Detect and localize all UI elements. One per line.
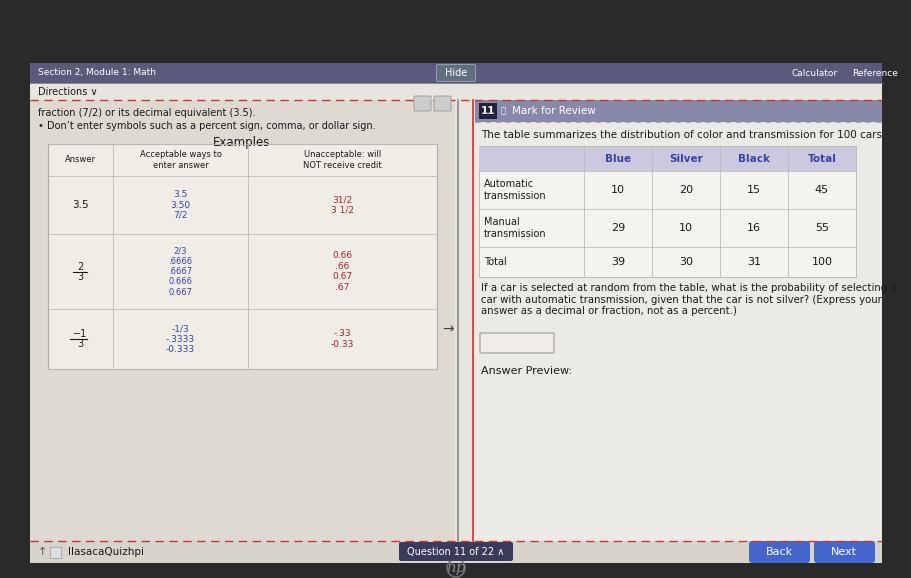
Text: 10: 10	[610, 185, 624, 195]
Text: 30: 30	[679, 257, 692, 267]
FancyBboxPatch shape	[436, 65, 475, 81]
Text: Question 11 of 22 ∧: Question 11 of 22 ∧	[407, 547, 504, 557]
Text: 🔖: 🔖	[500, 106, 506, 116]
Bar	[50, 547, 61, 558]
Text: 3.5: 3.5	[72, 200, 88, 210]
Text: Manual
transmission: Manual transmission	[484, 217, 546, 239]
Bar	[475, 100, 881, 122]
Text: Mark for Review: Mark for Review	[511, 106, 595, 116]
Text: 2: 2	[77, 261, 84, 272]
Text: −1: −1	[73, 329, 87, 339]
Text: IlasacaQuizhpi: IlasacaQuizhpi	[68, 547, 144, 557]
Text: 3: 3	[77, 339, 84, 349]
Bar	[30, 63, 881, 83]
Text: Total: Total	[806, 154, 835, 164]
Text: Acceptable ways to
enter answer: Acceptable ways to enter answer	[139, 150, 221, 170]
FancyBboxPatch shape	[414, 96, 431, 111]
Text: -.33
-0.33: -.33 -0.33	[331, 329, 353, 349]
Text: Answer Preview:: Answer Preview:	[480, 366, 571, 376]
FancyBboxPatch shape	[398, 542, 512, 561]
Text: Unacceptable: will
NOT receive credit: Unacceptable: will NOT receive credit	[302, 150, 382, 170]
Text: →: →	[442, 322, 453, 336]
Text: Answer: Answer	[65, 155, 96, 165]
Text: Next: Next	[830, 547, 856, 557]
Text: fraction (7/2) or its decimal equivalent (3.5).: fraction (7/2) or its decimal equivalent…	[38, 108, 255, 118]
Text: The table summarizes the distribution of color and transmission for 100 cars.: The table summarizes the distribution of…	[480, 130, 885, 140]
FancyBboxPatch shape	[479, 333, 553, 353]
Bar	[30, 100, 455, 541]
Text: 20: 20	[678, 185, 692, 195]
Text: 3.5
3.50
7/2: 3.5 3.50 7/2	[170, 190, 190, 220]
Bar	[30, 83, 881, 100]
Text: -1/3
-.3333
-0.333: -1/3 -.3333 -0.333	[166, 324, 195, 354]
Text: 3: 3	[77, 272, 84, 281]
Text: Automatic
transmission: Automatic transmission	[484, 179, 546, 201]
Text: ↑: ↑	[37, 547, 46, 557]
Bar	[478, 146, 855, 277]
Text: Reference: Reference	[851, 69, 897, 77]
Text: 11: 11	[480, 106, 495, 116]
Text: Black: Black	[737, 154, 769, 164]
Text: 31/2
3 1/2: 31/2 3 1/2	[331, 195, 353, 214]
Text: Blue: Blue	[604, 154, 630, 164]
Text: • Don’t enter symbols such as a percent sign, comma, or dollar sign.: • Don’t enter symbols such as a percent …	[38, 121, 375, 131]
Text: If a car is selected at random from the table, what is the probability of select: If a car is selected at random from the …	[480, 283, 896, 316]
Text: Silver: Silver	[669, 154, 702, 164]
Text: 2/3
.6666
.6667
0.666
0.667: 2/3 .6666 .6667 0.666 0.667	[169, 246, 192, 297]
Text: Hide: Hide	[445, 68, 466, 78]
Bar	[478, 146, 855, 171]
Text: 39: 39	[610, 257, 624, 267]
Bar	[30, 541, 881, 563]
Text: 10: 10	[679, 223, 692, 233]
Text: Directions ∨: Directions ∨	[38, 87, 97, 97]
Text: 15: 15	[746, 185, 760, 195]
Text: 16: 16	[746, 223, 760, 233]
Text: Calculator: Calculator	[791, 69, 837, 77]
FancyBboxPatch shape	[748, 541, 809, 563]
Text: Total: Total	[484, 257, 507, 267]
Text: 0.66
.66
0.67
.67: 0.66 .66 0.67 .67	[333, 251, 353, 291]
Text: 55: 55	[814, 223, 828, 233]
Text: 29: 29	[610, 223, 624, 233]
Text: Back: Back	[764, 547, 792, 557]
Text: 100: 100	[811, 257, 832, 267]
Text: 31: 31	[746, 257, 760, 267]
Text: Examples: Examples	[213, 136, 271, 149]
Bar	[475, 100, 881, 541]
Bar	[478, 103, 496, 119]
Text: hp: hp	[445, 561, 466, 575]
Bar	[30, 63, 881, 563]
Text: 45: 45	[814, 185, 828, 195]
Bar	[48, 144, 436, 369]
FancyBboxPatch shape	[814, 541, 874, 563]
Text: Section 2, Module 1: Math: Section 2, Module 1: Math	[38, 69, 156, 77]
FancyBboxPatch shape	[434, 96, 451, 111]
